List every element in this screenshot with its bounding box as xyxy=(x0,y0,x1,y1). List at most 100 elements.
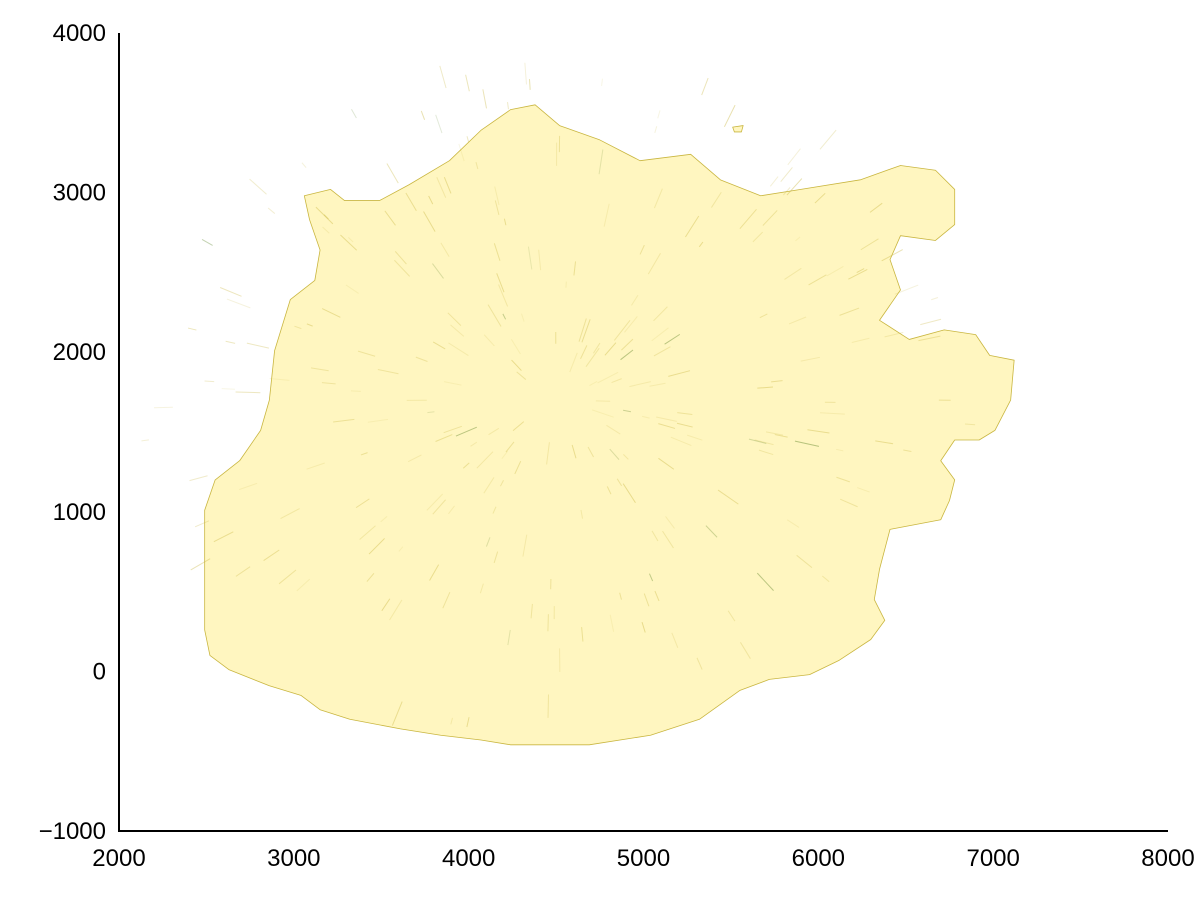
terrain-ridge xyxy=(836,476,850,483)
terrain-ridge xyxy=(631,294,639,306)
terrain-ridge xyxy=(670,436,692,446)
y-tick-label: 3000 xyxy=(53,180,106,207)
terrain-ridge xyxy=(668,370,691,377)
terrain-ridge xyxy=(756,572,774,591)
terrain-ridge xyxy=(405,192,417,212)
terrain-ridge xyxy=(420,110,426,120)
terrain-ridge xyxy=(455,426,477,437)
terrain-ridge xyxy=(442,592,451,609)
terrain-ridge xyxy=(649,573,654,582)
terrain-ridge xyxy=(611,378,622,384)
terrain-ridge xyxy=(656,416,677,422)
terrain-ridge xyxy=(493,243,501,261)
terrain-ridge xyxy=(585,347,600,367)
terrain-ridge xyxy=(664,333,681,345)
terrain-ridge xyxy=(538,249,542,271)
terrain-detail xyxy=(141,62,976,728)
terrain-ridge xyxy=(884,331,904,338)
terrain-ridge xyxy=(530,603,533,619)
terrain-ridge xyxy=(788,316,807,325)
terrain-ridge xyxy=(493,551,499,564)
terrain-ridge xyxy=(427,411,435,414)
terrain-ridge xyxy=(269,377,290,381)
terrain-ridge xyxy=(580,345,588,360)
terrain-ridge xyxy=(428,195,434,205)
terrain-ridge xyxy=(819,129,837,150)
terrain-ridge xyxy=(204,380,215,383)
terrain-ridge xyxy=(643,593,650,607)
terrain-ridge xyxy=(591,409,614,418)
terrain-ridge xyxy=(465,74,470,92)
terrain-ridge xyxy=(621,338,634,351)
terrain-ridge xyxy=(786,178,803,196)
terrain-ridge xyxy=(657,110,661,119)
terrain-ridge xyxy=(333,418,355,423)
terrain-ridge xyxy=(653,346,671,357)
terrain-ridge xyxy=(571,444,577,459)
terrain-ridge xyxy=(698,241,704,248)
terrain-ridge xyxy=(235,391,261,394)
terrain-ridge xyxy=(826,265,844,277)
terrain-ridge xyxy=(839,307,860,316)
terrain-ridge xyxy=(221,388,235,390)
terrain-ridge xyxy=(432,499,446,515)
terrain-ridge xyxy=(786,519,800,528)
terrain-ridge xyxy=(856,268,865,273)
terrain-ridge xyxy=(510,339,521,355)
terrain-ridge xyxy=(723,104,736,128)
terrain-ridge xyxy=(787,148,801,166)
terrain-ridge xyxy=(758,449,774,456)
terrain-ridge xyxy=(355,498,370,509)
terrain-ridge xyxy=(407,454,422,463)
terrain-ridge xyxy=(507,102,509,110)
terrain-ridge xyxy=(368,538,385,555)
terrain-ridge xyxy=(701,77,709,96)
terrain-ridge xyxy=(321,382,336,385)
terrain-ridge xyxy=(651,530,659,542)
y-tick-label: 2000 xyxy=(53,339,106,366)
terrain-ridge xyxy=(848,268,868,280)
x-tick-label: 7000 xyxy=(966,845,1019,872)
terrain-ridge xyxy=(875,440,894,445)
terrain-ridge xyxy=(800,356,821,362)
terrain-ridge xyxy=(482,89,487,109)
terrain-ridge xyxy=(613,320,631,341)
terrain-ridge xyxy=(226,298,251,309)
terrain-ridge xyxy=(380,515,388,523)
terrain-ridge xyxy=(609,448,620,460)
x-tick-label: 2000 xyxy=(92,845,145,872)
terrain-ridge xyxy=(485,537,491,547)
terrain-ridge xyxy=(597,371,619,384)
terrain-ridge xyxy=(278,569,297,585)
terrain-ridge xyxy=(739,208,757,229)
terrain-ridge xyxy=(350,390,361,392)
terrain-ridge xyxy=(653,188,663,209)
terrain-ridge xyxy=(589,381,598,387)
terrain-ridge xyxy=(511,359,522,371)
terrain-ridge xyxy=(505,441,515,453)
terrain-ridge xyxy=(665,516,675,529)
terrain-ridge xyxy=(359,525,376,540)
terrain-ridge xyxy=(487,304,502,327)
terrain-ridge xyxy=(920,318,942,326)
terrain-ridge xyxy=(782,187,791,196)
terrain-ridge xyxy=(394,251,407,265)
terrain-ridge xyxy=(502,313,507,320)
terrain-ridge xyxy=(686,434,703,441)
terrain-ridge xyxy=(249,178,267,195)
y-tick-label: −1000 xyxy=(39,818,106,845)
terrain-ridge xyxy=(443,381,462,386)
terrain-ridge xyxy=(581,319,591,343)
terrain-ridge xyxy=(795,236,801,242)
terrain-ridge xyxy=(606,424,621,435)
terrain-ridge xyxy=(964,423,976,426)
terrain-ridge xyxy=(466,717,470,728)
terrain-ridge xyxy=(496,273,505,293)
terrain-ridge xyxy=(294,325,302,330)
terrain-ridge xyxy=(492,506,497,514)
terrain-ridge xyxy=(201,239,213,246)
terrain-ridge xyxy=(740,642,751,659)
terrain-ridge xyxy=(462,462,470,469)
terrain-ridge xyxy=(494,200,500,216)
terrain-ridge xyxy=(616,478,623,487)
